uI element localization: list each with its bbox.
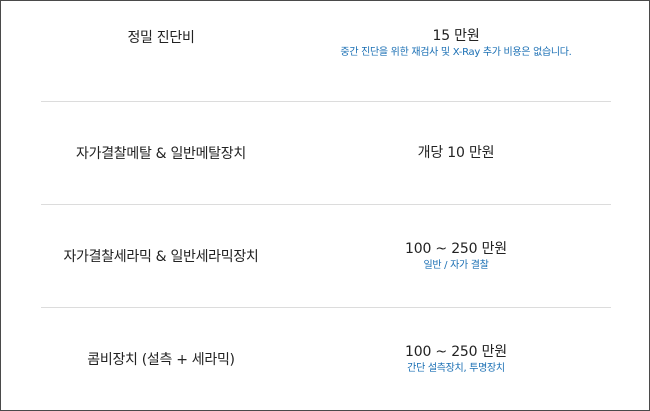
row-label: 자가결찰메탈 & 일반메탈장치 — [76, 146, 246, 162]
row-value: 15 만원 중간 진단을 위한 재검사 및 X-Ray 추가 비용은 없습니다. — [311, 0, 601, 93]
row-divider — [41, 101, 611, 102]
row-label: 자가결찰세라믹 & 일반세라믹장치 — [63, 249, 259, 265]
row-price: 15 만원 — [432, 27, 480, 44]
row-note: 일반 / 자가 결찰 — [423, 259, 489, 271]
row-value: 100 ~ 250 만원 간단 설측장치, 투명장치 — [311, 308, 601, 410]
row-note: 간단 설측장치, 투명장치 — [407, 362, 505, 374]
row-label: 콤비장치 (설측 + 세라믹) — [87, 352, 235, 368]
row-label: 정밀 진단비 — [127, 30, 195, 46]
row-value: 개당 10 만원 — [311, 102, 601, 204]
row-divider — [41, 307, 611, 308]
price-row-metal: 자가결찰메탈 & 일반메탈장치 개당 10 만원 — [41, 102, 611, 204]
price-row-ceramic: 자가결찰세라믹 & 일반세라믹장치 100 ~ 250 만원 일반 / 자가 결… — [41, 205, 611, 307]
row-price: 100 ~ 250 만원 — [405, 240, 507, 257]
price-row-diagnosis: 정밀 진단비 15 만원 중간 진단을 위한 재검사 및 X-Ray 추가 비용… — [41, 1, 611, 101]
price-row-combi: 콤비장치 (설측 + 세라믹) 100 ~ 250 만원 간단 설측장치, 투명… — [41, 308, 611, 410]
row-price: 100 ~ 250 만원 — [405, 343, 507, 360]
row-price: 개당 10 만원 — [417, 145, 495, 161]
row-divider — [41, 204, 611, 205]
row-note: 중간 진단을 위한 재검사 및 X-Ray 추가 비용은 없습니다. — [340, 46, 572, 58]
row-value: 100 ~ 250 만원 일반 / 자가 결찰 — [311, 205, 601, 307]
